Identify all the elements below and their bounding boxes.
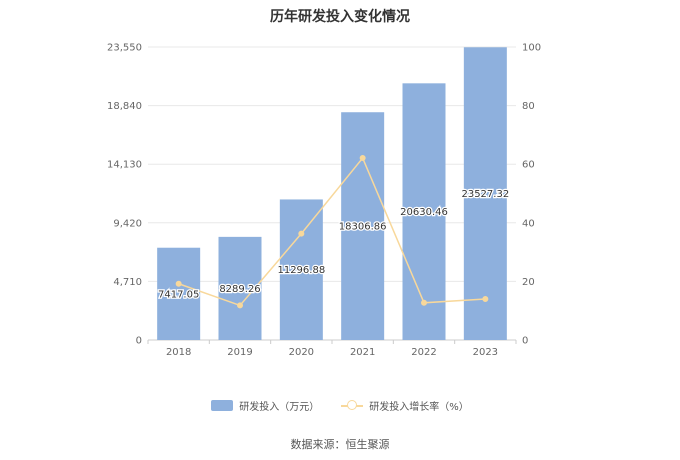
growth-point [421,299,427,306]
legend-label-line: 研发投入增长率（%） [369,402,469,413]
bar-value-label: 18306.86 [339,222,387,233]
x-tick-label: 2019 [227,347,252,358]
growth-point [237,302,243,309]
y-right-tick-label: 60 [522,160,535,171]
bar-value-label: 7417.05 [158,289,199,300]
bar-value-label: 8289.26 [219,284,260,295]
data-source: 数据来源：恒生聚源 [290,438,390,451]
growth-point [359,155,366,162]
growth-point [298,230,305,237]
bar [279,199,323,340]
legend-item-line[interactable]: 研发投入增长率（%） [341,398,469,413]
bar [157,247,201,340]
bar [402,83,446,340]
legend-swatch-bar [211,400,234,411]
growth-point [482,295,489,302]
y-left-tick-label: 14,130 [107,160,142,171]
chart-title: 历年研发投入变化情况 [270,9,410,25]
bar-value-label: 20630.46 [400,207,448,218]
y-right-tick-label: 20 [522,277,535,288]
bar [341,112,385,340]
legend-label-bar: 研发投入（万元） [239,402,320,413]
y-right-tick-label: 0 [522,336,528,347]
y-right-tick-label: 40 [522,218,535,229]
x-tick-label: 2022 [411,347,436,358]
y-left-tick-label: 23,550 [107,43,142,54]
bar-value-label: 23527.32 [461,189,509,200]
x-tick-label: 2023 [473,347,498,358]
x-tick-label: 2021 [350,347,375,358]
legend: 研发投入（万元） 研发投入增长率（%） [0,398,680,413]
y-right-tick-label: 100 [522,43,541,54]
x-tick-label: 2018 [166,347,191,358]
y-right-tick-label: 80 [522,101,535,112]
legend-swatch-line [341,400,364,411]
legend-item-bar[interactable]: 研发投入（万元） [211,398,319,413]
bar [463,47,507,341]
y-left-tick-label: 9,420 [113,218,142,229]
y-left-tick-label: 0 [136,336,142,347]
growth-point [175,280,182,287]
growth-line [178,156,486,307]
x-tick-label: 2020 [289,347,314,358]
y-left-tick-label: 18,840 [107,101,142,112]
y-left-tick-label: 4,710 [113,277,142,288]
bar-value-label: 11296.88 [277,265,325,276]
